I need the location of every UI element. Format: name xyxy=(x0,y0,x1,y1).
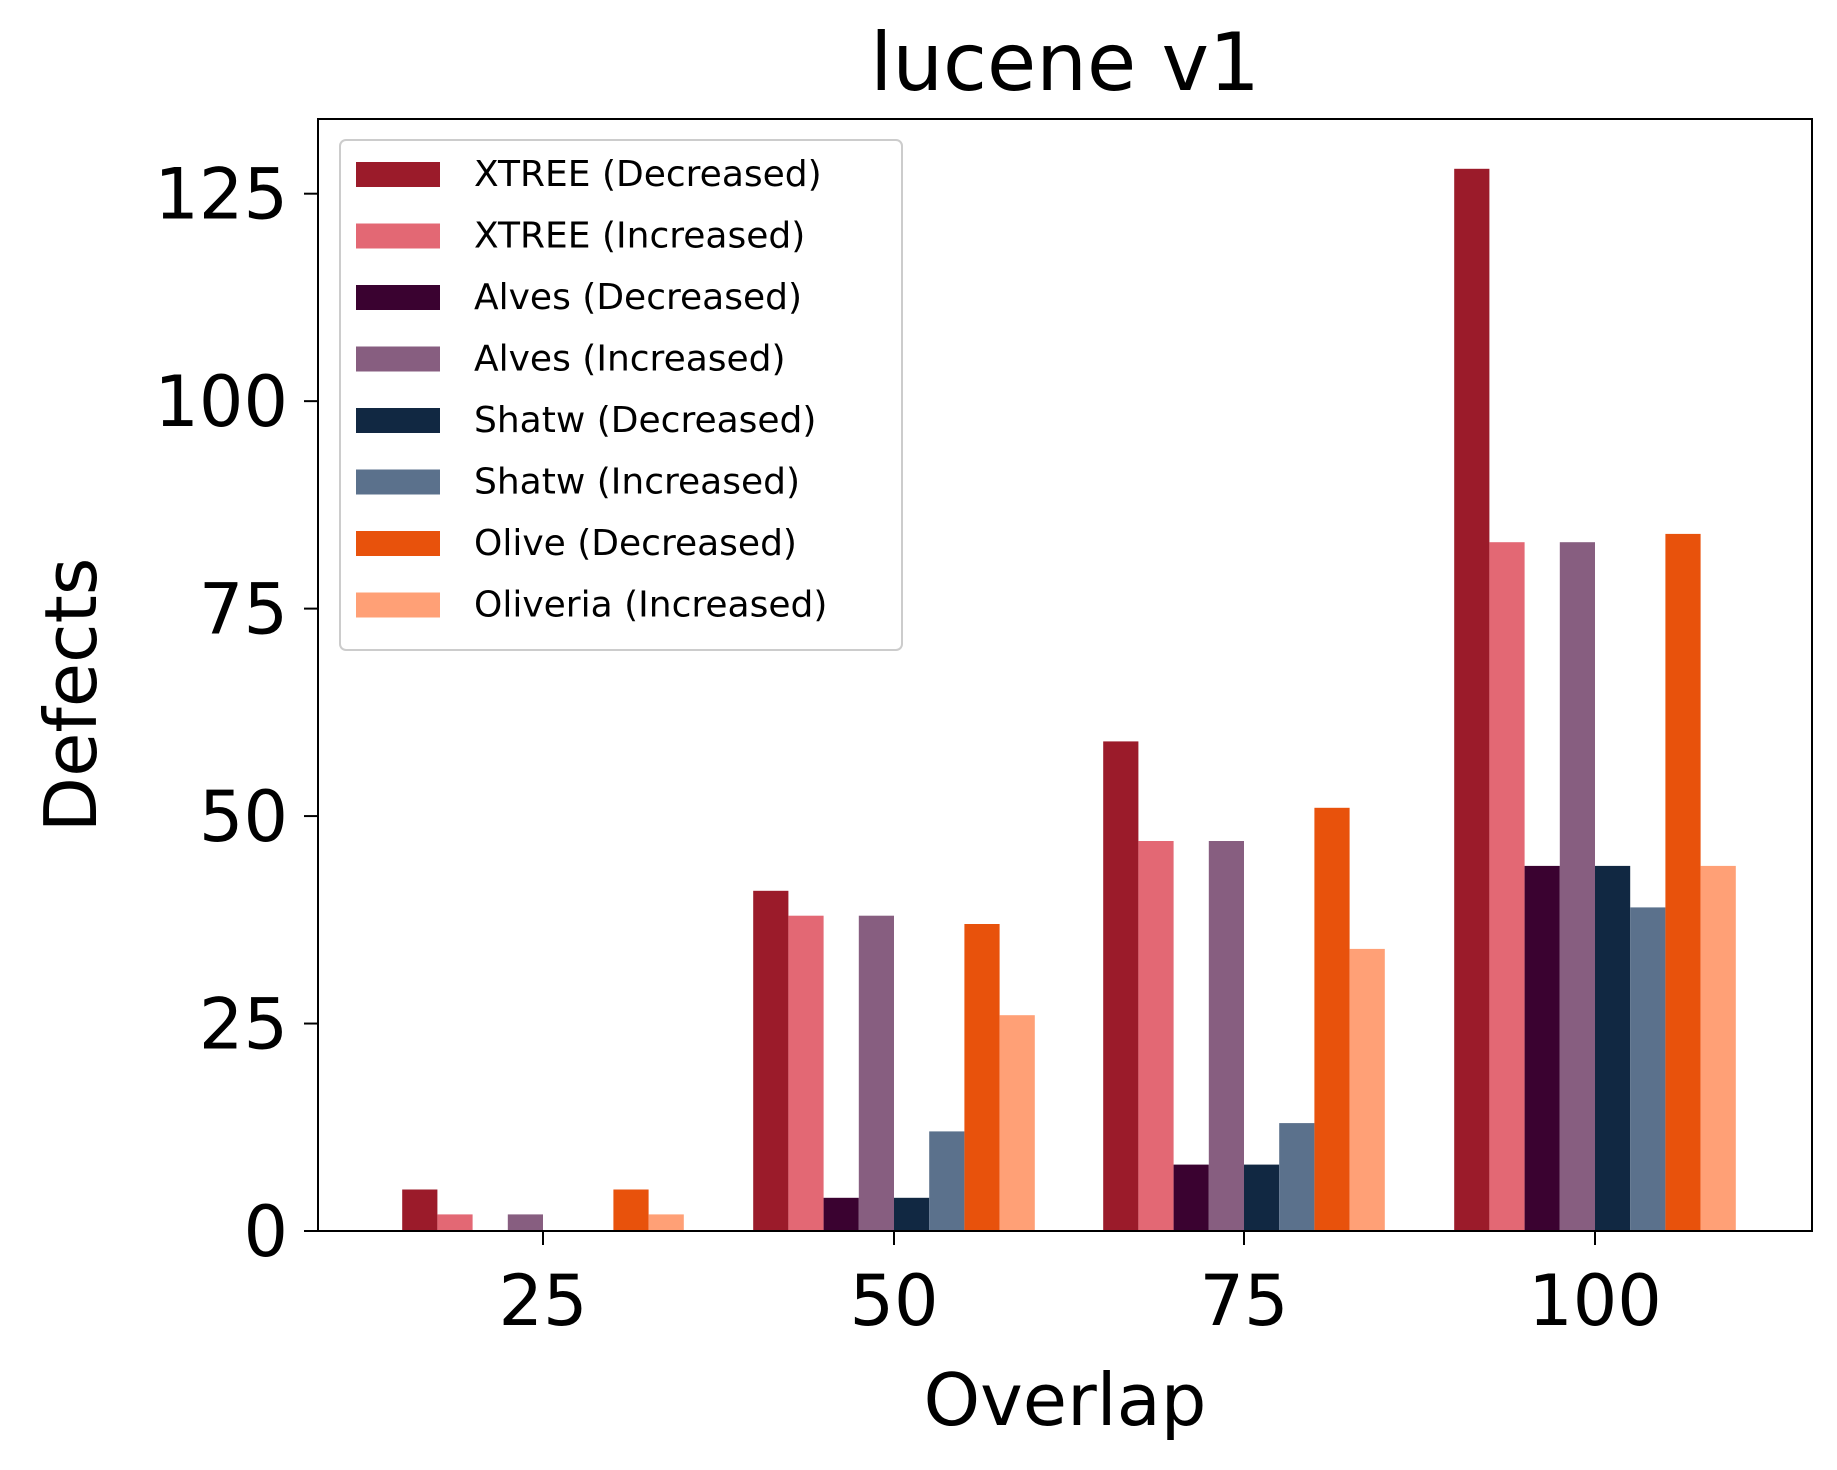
bar-xtree-increased-50 xyxy=(788,915,824,1231)
bar-alves-decreased-50 xyxy=(823,1197,859,1231)
y-tick-label: 75 xyxy=(199,569,288,651)
bar-xtree-increased-25 xyxy=(437,1214,473,1231)
bar-xtree-decreased-50 xyxy=(753,890,789,1231)
bar-oliveria-increased-25 xyxy=(648,1214,684,1231)
legend-label: Olive (Decreased) xyxy=(474,523,797,564)
legend-label: XTREE (Increased) xyxy=(474,216,805,257)
legend-label: XTREE (Decreased) xyxy=(474,154,822,195)
bar-shatw-increased-50 xyxy=(929,1131,965,1231)
bar-xtree-increased-75 xyxy=(1138,841,1174,1231)
x-tick-label: 100 xyxy=(1528,1260,1662,1342)
legend-swatch xyxy=(356,531,440,556)
bar-olive-decreased-25 xyxy=(613,1189,649,1231)
y-axis-label: Defects xyxy=(29,558,113,833)
chart-title: lucene v1 xyxy=(870,16,1260,109)
bar-oliveria-increased-50 xyxy=(999,1015,1035,1231)
x-tick-label: 25 xyxy=(498,1260,587,1342)
bar-oliveria-increased-100 xyxy=(1700,865,1736,1231)
x-tick-label: 75 xyxy=(1199,1260,1288,1342)
legend-label: Alves (Increased) xyxy=(474,339,786,380)
bar-shatw-increased-75 xyxy=(1279,1123,1315,1231)
legend-label: Oliveria (Increased) xyxy=(474,585,827,626)
plot-frame xyxy=(317,118,1813,1232)
legend-label: Alves (Decreased) xyxy=(474,277,802,318)
legend-label: Shatw (Increased) xyxy=(474,462,800,503)
bar-olive-decreased-75 xyxy=(1314,807,1350,1231)
y-tick-label: 125 xyxy=(154,154,288,236)
bar-xtree-decreased-100 xyxy=(1454,168,1490,1231)
legend-label: Shatw (Decreased) xyxy=(474,400,816,441)
bar-alves-decreased-75 xyxy=(1173,1164,1209,1231)
bar-xtree-decreased-25 xyxy=(402,1189,438,1231)
y-tick-label: 50 xyxy=(199,776,288,858)
x-axis: 25 50 75 100 xyxy=(498,1231,1662,1342)
bar-xtree-increased-100 xyxy=(1489,542,1525,1231)
bar-alves-increased-100 xyxy=(1559,542,1595,1231)
legend-swatch xyxy=(356,408,440,433)
bar-alves-increased-50 xyxy=(858,915,894,1231)
bar-alves-increased-75 xyxy=(1208,841,1244,1231)
legend-swatch xyxy=(356,592,440,618)
y-tick-label: 0 xyxy=(243,1191,288,1273)
legend-swatch xyxy=(356,285,440,310)
bar-shatw-decreased-75 xyxy=(1244,1164,1280,1231)
bar-shatw-increased-100 xyxy=(1630,907,1666,1231)
bar-alves-increased-25 xyxy=(507,1214,543,1231)
bar-shatw-decreased-100 xyxy=(1595,865,1631,1231)
bar-oliveria-increased-75 xyxy=(1349,948,1385,1231)
bars-layer xyxy=(402,168,1736,1231)
y-axis: 0 25 50 75 100 125 xyxy=(154,154,318,1273)
bar-olive-decreased-100 xyxy=(1665,533,1701,1231)
legend-swatch xyxy=(356,162,440,187)
legend-swatch xyxy=(356,346,440,372)
bar-shatw-decreased-50 xyxy=(894,1197,930,1231)
bar-olive-decreased-50 xyxy=(964,924,1000,1231)
y-tick-label: 100 xyxy=(154,361,288,443)
y-tick-label: 25 xyxy=(199,984,288,1066)
x-tick-label: 50 xyxy=(849,1260,938,1342)
bar-xtree-decreased-75 xyxy=(1103,741,1139,1231)
legend-box xyxy=(339,139,903,651)
x-axis-label: Overlap xyxy=(923,1358,1206,1442)
legend-swatch xyxy=(356,469,440,495)
legend-swatch xyxy=(356,223,440,249)
bar-alves-decreased-100 xyxy=(1524,865,1560,1231)
legend: XTREE (Decreased) XTREE (Increased) Alves … xyxy=(339,139,903,651)
